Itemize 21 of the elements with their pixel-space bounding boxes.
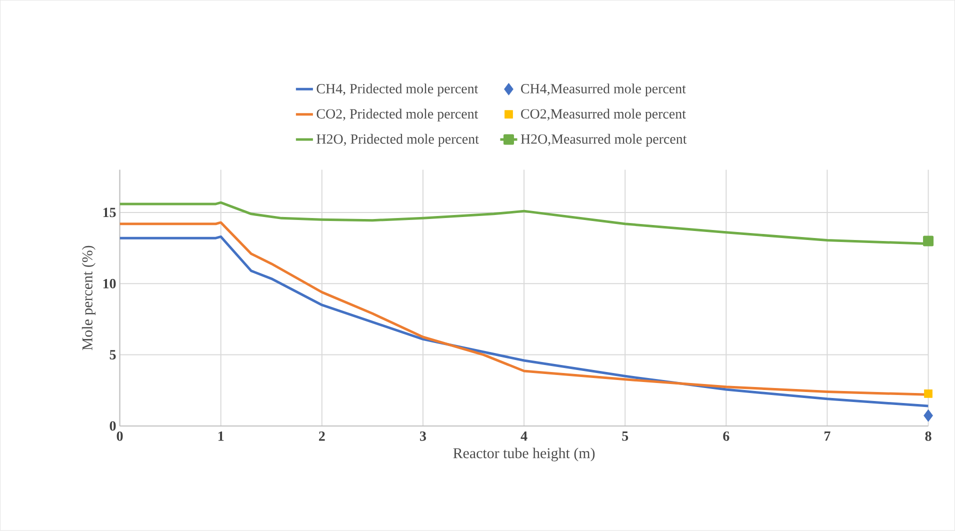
legend-label: CH4, Pridected mole percent — [316, 84, 478, 96]
legend-label: H2O, Pridected mole percent — [316, 134, 479, 147]
y-tick-label: 5 — [110, 350, 116, 360]
y-tick-label: 0 — [110, 421, 116, 431]
x-tick-label: 2 — [319, 432, 325, 441]
x-tick-label: 4 — [520, 432, 528, 441]
y-axis-title: Mole percent (%) — [82, 246, 96, 350]
y-tick-label: 10 — [103, 279, 116, 288]
x-tick-label: 8 — [925, 432, 932, 442]
x-tick-label: 1 — [218, 432, 224, 441]
legend-label: CO2, Pridected mole percent — [316, 108, 478, 122]
x-tick-label: 3 — [420, 432, 426, 441]
x-tick-label: 6 — [723, 432, 730, 441]
legend-label: H2O,Measurred mole percent — [520, 134, 687, 147]
y-tick-label: 15 — [103, 208, 116, 218]
x-tick-label: 7 — [824, 432, 830, 441]
x-tick-label: 5 — [622, 432, 628, 441]
x-tick-label: 0 — [116, 432, 123, 442]
x-axis-title: Reactor tube height (m) — [453, 448, 595, 462]
legend-label: CO2,Measurred mole percent — [521, 108, 686, 122]
legend-label: CH4,Measurred mole percent — [521, 84, 686, 96]
